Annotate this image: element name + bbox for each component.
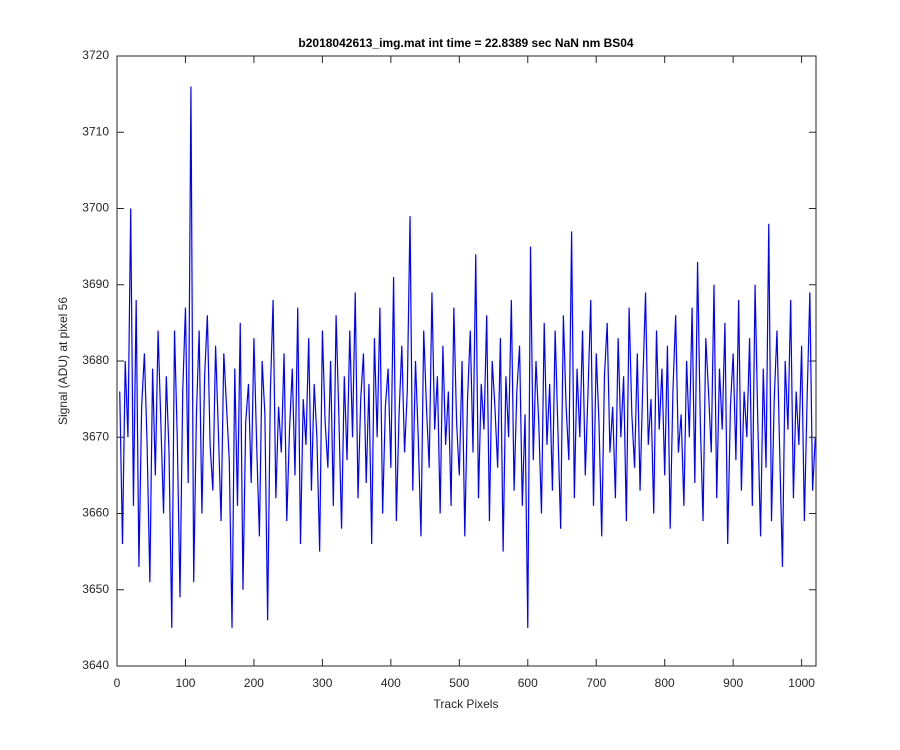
y-tick-label: 3690	[82, 277, 109, 291]
data-line	[119, 86, 816, 628]
x-tick-label: 800	[655, 676, 675, 690]
x-tick-label: 100	[175, 676, 195, 690]
x-tick-label: 600	[518, 676, 538, 690]
y-tick-label: 3670	[82, 429, 109, 443]
x-tick-label: 200	[244, 676, 264, 690]
x-tick-label: 900	[723, 676, 743, 690]
y-tick-label: 3650	[82, 582, 109, 596]
y-axis-label: Signal (ADU) at pixel 56	[56, 297, 70, 425]
y-tick-label: 3660	[82, 506, 109, 520]
y-tick-label: 3680	[82, 353, 109, 367]
x-tick-label: 300	[312, 676, 332, 690]
x-tick-label: 500	[449, 676, 469, 690]
chart-title: b2018042613_img.mat int time = 22.8389 s…	[298, 36, 634, 50]
y-tick-label: 3640	[82, 658, 109, 672]
x-tick-label: 700	[586, 676, 606, 690]
x-tick-label: 1000	[788, 676, 815, 690]
y-tick-label: 3710	[82, 124, 109, 138]
x-tick-label: 0	[114, 676, 121, 690]
x-axis-label: Track Pixels	[434, 697, 499, 711]
x-tick-label: 400	[381, 676, 401, 690]
y-tick-label: 3720	[82, 48, 109, 62]
y-tick-label: 3700	[82, 201, 109, 215]
